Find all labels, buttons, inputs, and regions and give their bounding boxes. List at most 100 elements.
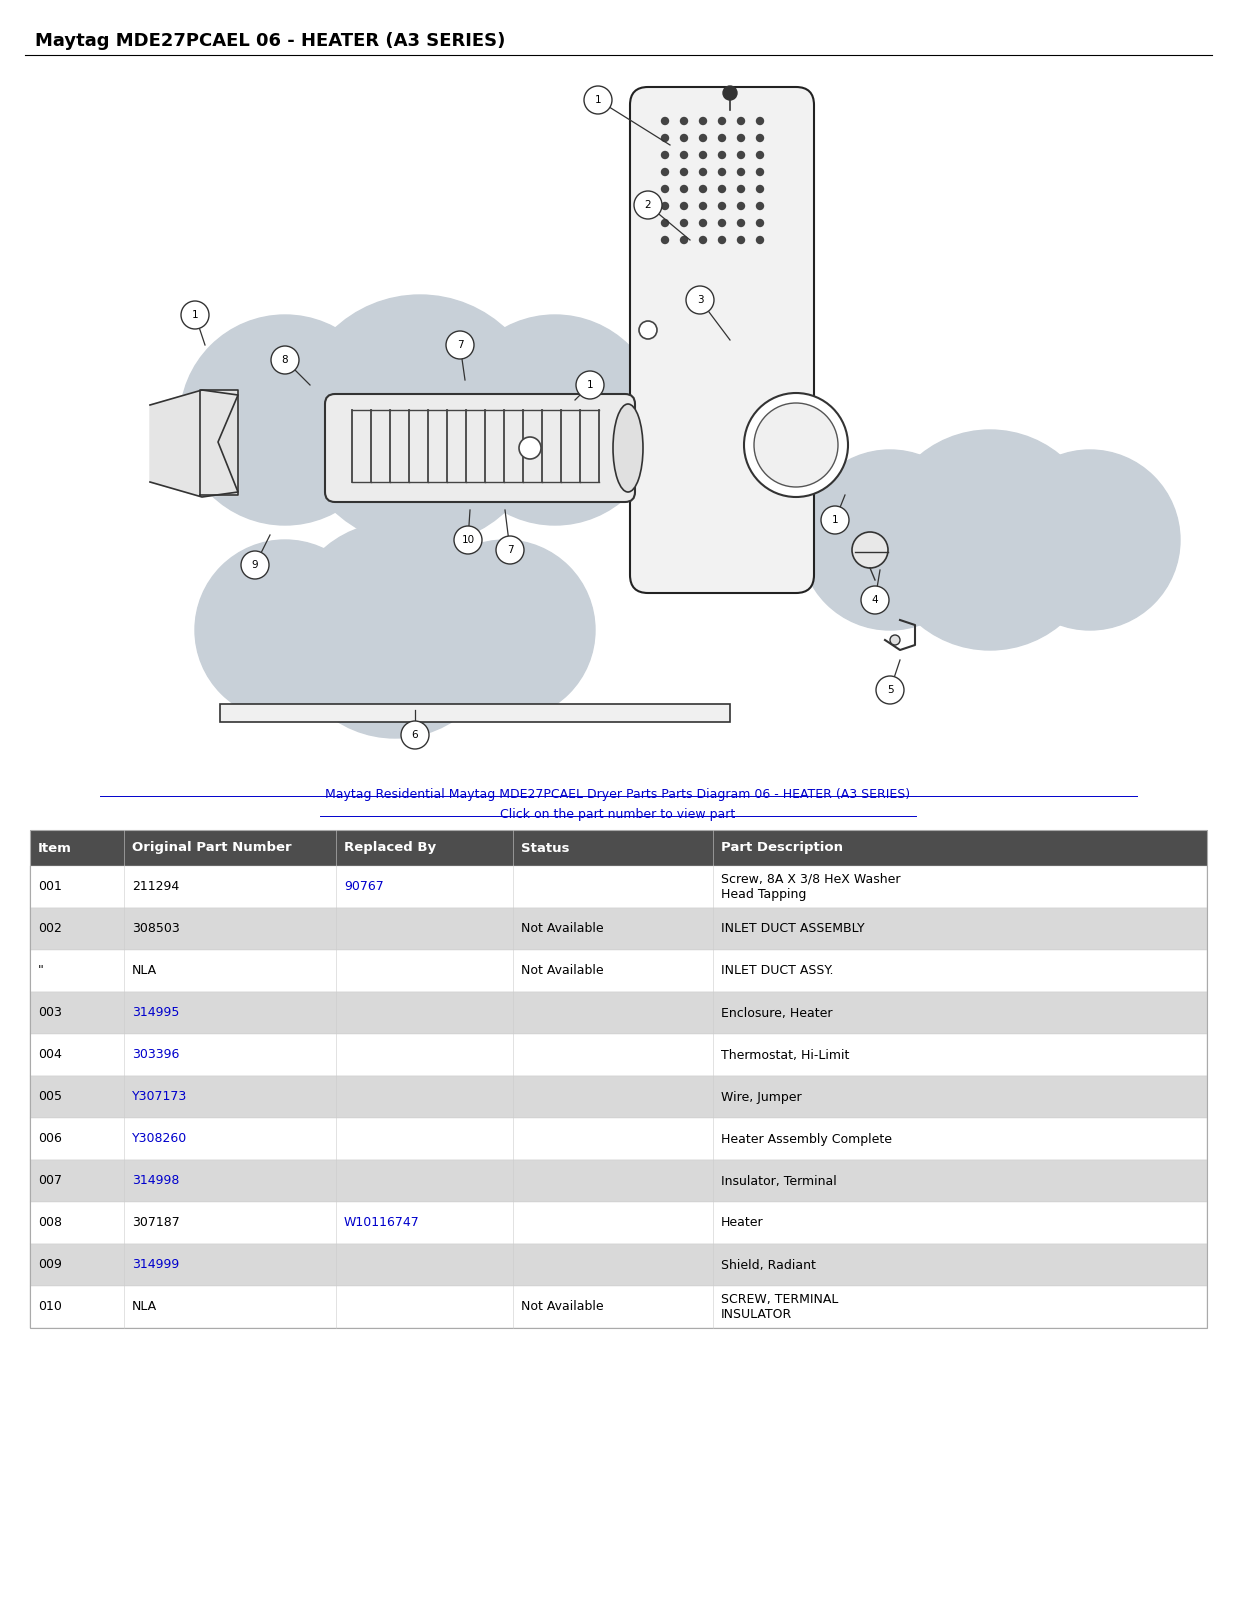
Circle shape (737, 203, 745, 210)
Text: 308503: 308503 (132, 923, 179, 936)
Text: Heater Assembly Complete: Heater Assembly Complete (721, 1133, 892, 1146)
Polygon shape (150, 390, 238, 498)
Circle shape (889, 635, 901, 645)
Circle shape (800, 450, 980, 630)
Circle shape (719, 134, 725, 141)
Text: 3: 3 (696, 294, 704, 306)
Text: 009: 009 (38, 1259, 62, 1272)
Text: 303396: 303396 (132, 1048, 179, 1061)
Text: 314995: 314995 (132, 1006, 179, 1019)
Text: 9: 9 (251, 560, 259, 570)
Text: NLA: NLA (132, 965, 157, 978)
Bar (30, 1286, 1207, 1328)
Bar (220, 704, 730, 722)
Text: 90767: 90767 (344, 880, 383, 893)
Bar (30, 950, 1207, 992)
Circle shape (757, 168, 763, 176)
Circle shape (454, 526, 482, 554)
Circle shape (584, 86, 612, 114)
Text: the laundry company: the laundry company (263, 474, 516, 498)
Circle shape (722, 86, 737, 99)
Circle shape (271, 346, 299, 374)
Text: 7: 7 (456, 341, 464, 350)
Text: 307187: 307187 (132, 1216, 179, 1229)
Text: 001: 001 (38, 880, 62, 893)
Ellipse shape (614, 403, 643, 493)
Text: 002: 002 (38, 923, 62, 936)
Text: Status: Status (521, 842, 569, 854)
Circle shape (635, 190, 662, 219)
Circle shape (662, 219, 668, 227)
Text: 314998: 314998 (132, 1174, 179, 1187)
Circle shape (737, 168, 745, 176)
Circle shape (699, 203, 706, 210)
Text: Thermostat, Hi-Limit: Thermostat, Hi-Limit (721, 1048, 849, 1061)
Bar (30, 1034, 1207, 1075)
Circle shape (719, 237, 725, 243)
Text: the laundry company: the laundry company (263, 680, 486, 701)
Text: INLET DUCT ASSY.: INLET DUCT ASSY. (721, 965, 834, 978)
Polygon shape (200, 390, 238, 494)
Text: Enclosure, Heater: Enclosure, Heater (721, 1006, 833, 1019)
Circle shape (861, 586, 889, 614)
Circle shape (680, 168, 688, 176)
Bar (30, 1160, 1207, 1202)
Circle shape (662, 152, 668, 158)
FancyBboxPatch shape (325, 394, 635, 502)
Text: 003: 003 (38, 1006, 62, 1019)
Circle shape (757, 134, 763, 141)
Text: W10116747: W10116747 (344, 1216, 419, 1229)
Circle shape (680, 219, 688, 227)
Circle shape (755, 403, 837, 486)
Circle shape (687, 286, 714, 314)
Text: Heater: Heater (721, 1216, 763, 1229)
Circle shape (737, 186, 745, 192)
Circle shape (680, 237, 688, 243)
Circle shape (699, 134, 706, 141)
Circle shape (699, 237, 706, 243)
Circle shape (680, 203, 688, 210)
Text: Y307173: Y307173 (132, 1091, 188, 1104)
Circle shape (737, 219, 745, 227)
Circle shape (447, 331, 474, 358)
Circle shape (662, 168, 668, 176)
Circle shape (181, 301, 209, 330)
Text: 4: 4 (872, 595, 878, 605)
Circle shape (662, 237, 668, 243)
Text: Screw, 8A X 3/8 HeX Washer: Screw, 8A X 3/8 HeX Washer (721, 874, 901, 886)
Circle shape (294, 294, 546, 546)
Text: Maytag Residential Maytag MDE27PCAEL Dryer Parts Parts Diagram 06 - HEATER (A3 S: Maytag Residential Maytag MDE27PCAEL Dry… (325, 787, 910, 802)
Text: 8: 8 (282, 355, 288, 365)
Text: 1: 1 (586, 379, 594, 390)
Circle shape (737, 237, 745, 243)
Bar (30, 866, 1207, 909)
Bar (30, 1202, 1207, 1245)
Bar (30, 830, 1207, 866)
Circle shape (719, 152, 725, 158)
Circle shape (662, 186, 668, 192)
Circle shape (662, 203, 668, 210)
Text: INLET DUCT ASSEMBLY: INLET DUCT ASSEMBLY (721, 923, 865, 936)
Text: Wire, Jumper: Wire, Jumper (721, 1091, 802, 1104)
Text: NLA: NLA (132, 1301, 157, 1314)
Text: INSULATOR: INSULATOR (721, 1307, 792, 1322)
Circle shape (757, 219, 763, 227)
Text: 1: 1 (831, 515, 839, 525)
Circle shape (699, 186, 706, 192)
Circle shape (662, 117, 668, 125)
Text: Replaced By: Replaced By (344, 842, 437, 854)
Text: 010: 010 (38, 1301, 62, 1314)
Circle shape (241, 550, 268, 579)
Text: 006: 006 (38, 1133, 62, 1146)
Text: Not Available: Not Available (521, 1301, 604, 1314)
Circle shape (699, 152, 706, 158)
Circle shape (680, 152, 688, 158)
Text: 008: 008 (38, 1216, 62, 1229)
Circle shape (181, 315, 390, 525)
Text: 211294: 211294 (132, 880, 179, 893)
Text: Y308260: Y308260 (132, 1133, 188, 1146)
Text: 1: 1 (192, 310, 198, 320)
Text: Shield, Radiant: Shield, Radiant (721, 1259, 815, 1272)
Circle shape (737, 134, 745, 141)
Text: Part Description: Part Description (721, 842, 842, 854)
